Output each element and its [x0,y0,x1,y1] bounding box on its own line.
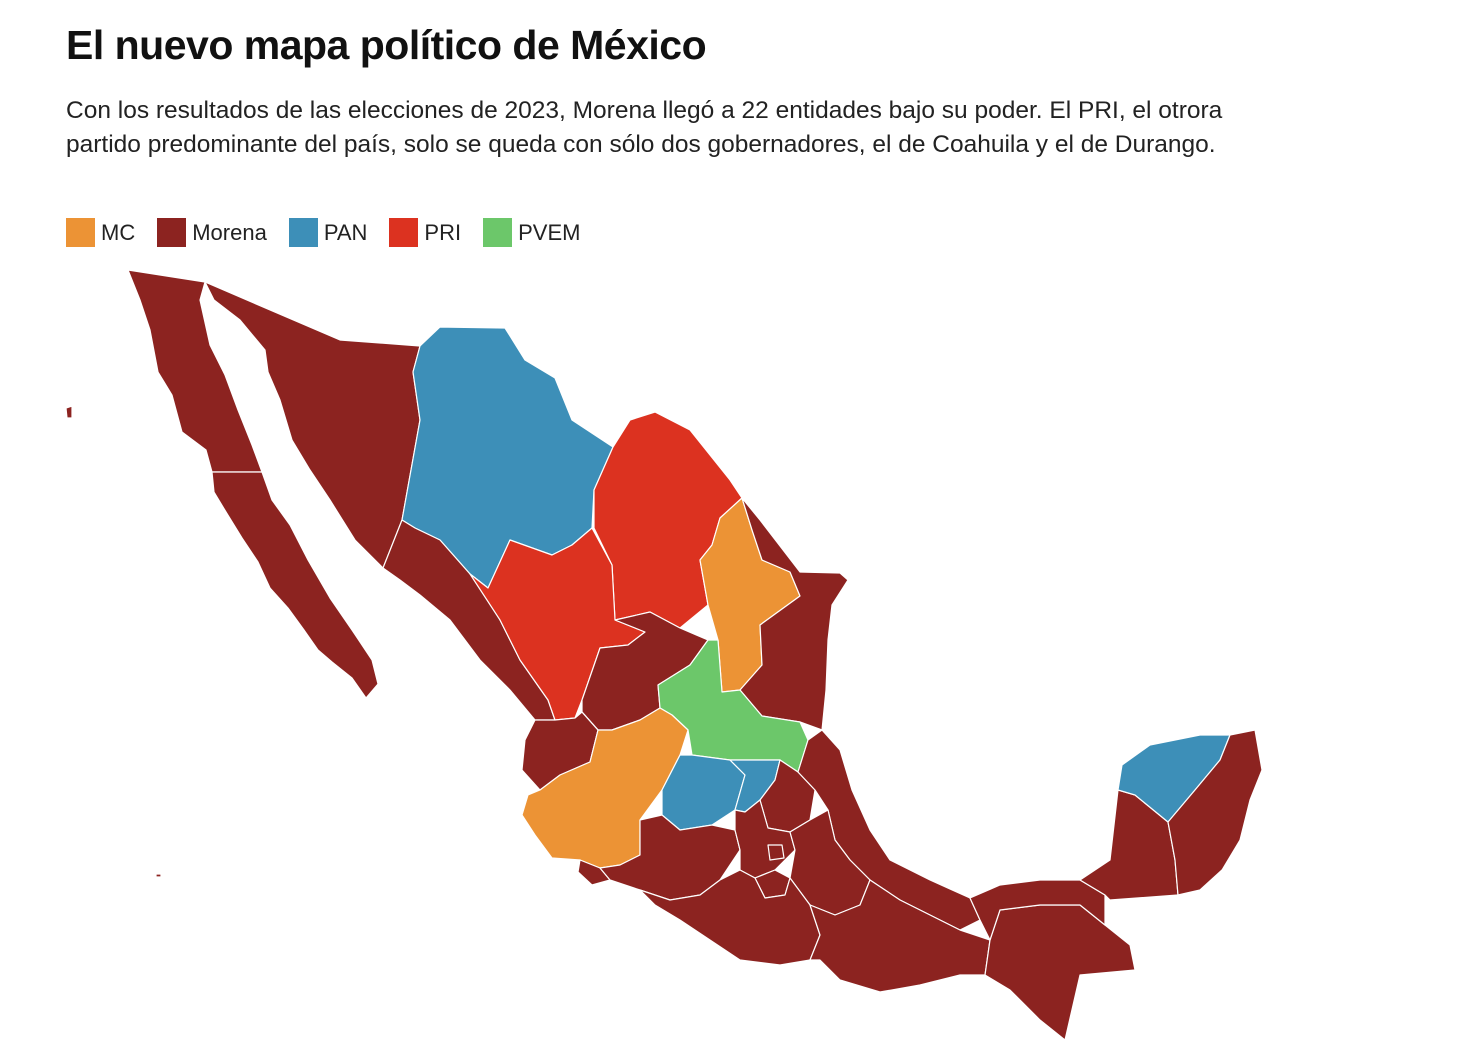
legend-item-pri: PRI [389,218,461,247]
legend-swatch-pri [389,218,419,247]
state-guanajuato[interactable] [661,754,746,831]
legend-label-mc: MC [101,219,136,245]
legend-swatch-mc [66,218,95,247]
state-colima[interactable] [577,859,611,886]
state-baja-california-sur[interactable] [211,471,379,699]
legend-item-morena: Morena [157,218,267,247]
legend-swatch-pan [288,218,318,247]
page-title: El nuevo mapa político de México [66,22,707,68]
legend-swatch-pvem [483,218,513,247]
state-chiapas[interactable] [984,904,1136,1041]
legend-item-pvem: PVEM [483,218,580,247]
legend-label-pan: PAN [323,219,368,245]
legend-swatch-morena [157,218,187,247]
state-guerrero[interactable] [639,869,821,966]
mexico-map [65,269,1263,1041]
state-quintana-roo[interactable] [1167,729,1263,896]
legend-item-mc: MC [66,218,135,247]
legend-label-pri: PRI [424,219,462,245]
legend-item-pan: PAN [288,218,368,247]
island-revillagigedo [155,873,162,878]
legend-label-pvem: PVEM [518,219,581,245]
state-tabasco[interactable] [969,879,1106,941]
page-subtitle: Con los resultados de las elecciones de … [66,97,1223,158]
island-guadalupe [65,405,73,419]
state-ciudad-de-mexico[interactable] [767,844,785,861]
legend: MC Morena PAN PRI PVEM [66,218,602,247]
legend-label-morena: Morena [192,219,267,245]
